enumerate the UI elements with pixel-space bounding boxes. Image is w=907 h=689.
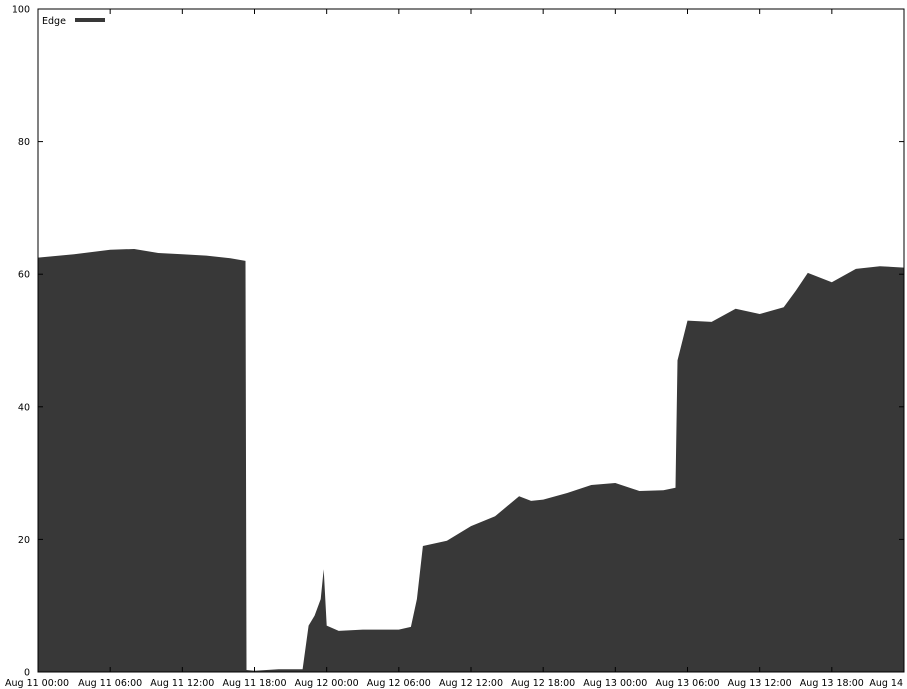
x-tick-label: Aug 14 xyxy=(869,678,903,689)
legend-label-edge: Edge xyxy=(42,16,66,27)
legend-swatch-edge xyxy=(75,18,105,22)
x-tick-label: Aug 13 06:00 xyxy=(655,678,719,689)
y-tick-label: 20 xyxy=(18,535,30,546)
y-tick-label: 60 xyxy=(18,270,30,281)
x-tick-label: Aug 13 18:00 xyxy=(800,678,864,689)
x-tick-label: Aug 12 18:00 xyxy=(511,678,575,689)
x-tick-label: Aug 13 12:00 xyxy=(728,678,792,689)
x-tick-label: Aug 12 06:00 xyxy=(367,678,431,689)
x-tick-label: Aug 12 00:00 xyxy=(295,678,359,689)
x-tick-label: Aug 11 00:00 xyxy=(5,678,69,689)
y-tick-label: 40 xyxy=(18,402,30,413)
x-tick-label: Aug 11 06:00 xyxy=(78,678,142,689)
y-tick-label: 100 xyxy=(12,5,30,16)
x-tick-label: Aug 11 18:00 xyxy=(222,678,286,689)
legend: Edge xyxy=(42,16,105,27)
y-tick-label: 80 xyxy=(18,137,30,148)
x-tick-label: Aug 12 12:00 xyxy=(439,678,503,689)
plot-area xyxy=(38,249,904,672)
x-tick-label: Aug 11 12:00 xyxy=(150,678,214,689)
axis-ticks: 0 20 40 60 80 100 Aug 11 00:00 Aug 11 06:00 Aug … xyxy=(5,5,905,689)
area-series-edge xyxy=(38,249,904,672)
x-tick-label: Aug 13 00:00 xyxy=(583,678,647,689)
y-tick-label: 0 xyxy=(24,668,30,679)
